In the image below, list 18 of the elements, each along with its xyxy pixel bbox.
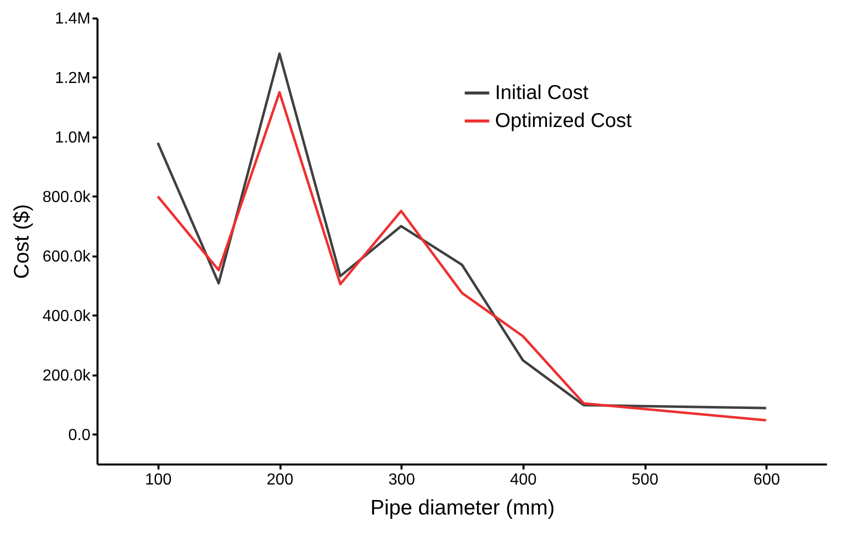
y-tick-label: 600.0k	[42, 248, 92, 266]
y-tick-label: 400.0k	[42, 308, 92, 325]
x-tick-label: 600	[753, 472, 780, 488]
legend-label: Initial Cost	[495, 82, 589, 104]
x-axis-title: Pipe diameter (mm)	[370, 496, 555, 520]
y-tick-label: 800.0k	[42, 188, 92, 206]
y-tick-label: 1.0M	[54, 129, 90, 146]
y-tick-label: 0.0	[68, 426, 91, 444]
y-tick-label: 200.0k	[42, 367, 92, 384]
x-tick-label: 200	[266, 472, 294, 488]
legend-label: Optimized Cost	[495, 110, 632, 132]
x-tick-label: 500	[632, 472, 658, 488]
y-tick-label: 1.2M	[54, 70, 90, 87]
x-tick-label: 100	[144, 472, 172, 488]
x-tick-label: 400	[510, 472, 537, 488]
y-axis-title: Cost ($)	[10, 204, 34, 279]
x-tick-label: 300	[388, 472, 416, 488]
y-tick-label: 1.4M	[54, 10, 90, 28]
